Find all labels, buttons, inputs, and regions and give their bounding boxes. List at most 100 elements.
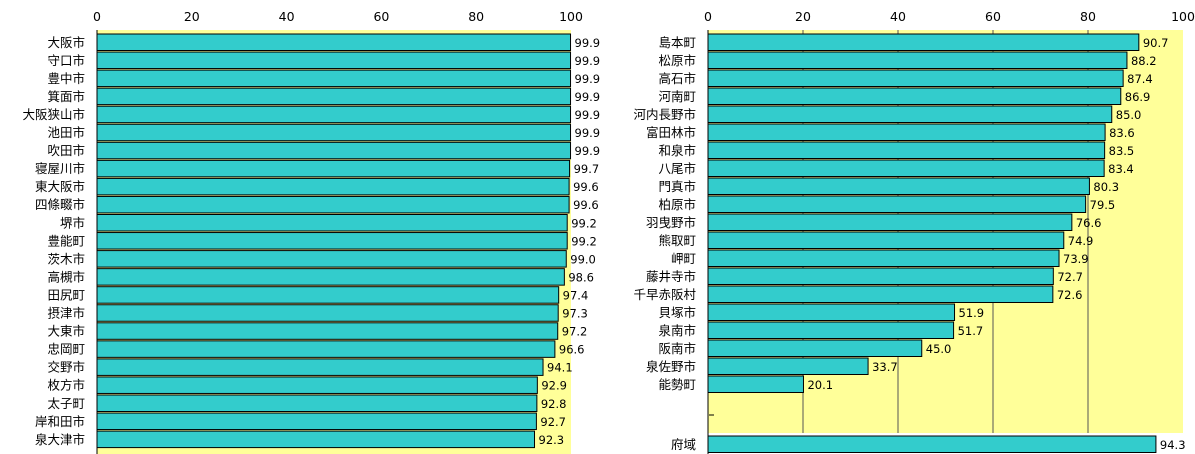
x-tick-label: 60: [985, 9, 1001, 24]
value-label: 99.7: [574, 162, 600, 176]
bar: [96, 358, 544, 376]
bar: [96, 87, 572, 106]
bar: [96, 214, 568, 232]
value-label: 99.2: [571, 216, 597, 230]
bar: [707, 213, 1073, 231]
category-label: 河南町: [658, 89, 696, 104]
category-label: 枚方市: [47, 378, 85, 393]
value-label: 92.9: [541, 379, 567, 393]
bar: [707, 303, 956, 321]
value-label: 72.6: [1057, 288, 1083, 302]
x-tick-label: 40: [890, 9, 906, 24]
chart-panel-2: 0 20 40 60 80 100 島本町 90.7 松原市 88.2 高石市 87.4 河南町 86.9…: [633, 9, 1195, 454]
value-label: 99.9: [575, 54, 601, 68]
category-label: 豊能町: [47, 233, 85, 248]
category-label: 千早赤阪村: [633, 287, 696, 302]
category-label: 岸和田市: [35, 414, 85, 429]
value-label: 99.9: [575, 72, 601, 86]
bar: [96, 141, 572, 160]
value-label: 97.4: [563, 288, 589, 302]
bar: [707, 357, 869, 375]
value-label: 83.6: [1109, 126, 1135, 140]
category-label: 富田林市: [646, 125, 696, 140]
value-label: 99.9: [575, 144, 601, 158]
bar: [96, 69, 572, 88]
bar: [96, 268, 565, 286]
bar: [96, 159, 571, 178]
category-label: 熊取町: [658, 233, 696, 248]
bar: [96, 51, 572, 70]
category-label: 堺市: [60, 215, 85, 230]
category-label: 池田市: [47, 125, 85, 140]
value-label: 87.4: [1127, 72, 1153, 86]
bar: [96, 286, 560, 304]
category-label: 松原市: [658, 53, 696, 68]
category-label: 羽曳野市: [646, 215, 696, 230]
bar: [707, 87, 1122, 105]
bar: [707, 249, 1060, 267]
value-label: 99.9: [575, 108, 601, 122]
bar: [707, 339, 923, 357]
bar: [707, 69, 1124, 87]
category-label: 四條畷市: [35, 197, 85, 212]
category-label: 大阪市: [47, 35, 85, 50]
category-label: 和泉市: [658, 143, 696, 158]
bar: [707, 123, 1106, 141]
x-tick-label: 0: [93, 9, 101, 24]
bar: [707, 51, 1128, 69]
category-label: 田尻町: [47, 287, 85, 302]
chart-panel-1: 0 20 40 60 80 100 大阪市 99.9 守口市 99.9 豊中市 99.9 箕面市 99.9…: [22, 9, 600, 454]
value-label: 45.0: [926, 342, 952, 356]
category-label: 高石市: [658, 71, 696, 86]
x-tick-label: 80: [468, 9, 484, 24]
value-label: 72.7: [1057, 270, 1083, 284]
x-tick-label: 100: [559, 9, 583, 24]
bar: [96, 394, 538, 412]
bar: [96, 304, 559, 322]
value-label: 80.3: [1093, 180, 1119, 194]
category-label: 守口市: [47, 53, 85, 68]
value-label: 83.4: [1108, 162, 1134, 176]
value-label: 73.9: [1063, 252, 1089, 266]
category-label: 岬町: [671, 251, 696, 266]
value-label: 51.7: [958, 324, 984, 338]
category-label: 柏原市: [658, 197, 696, 212]
category-label: 能勢町: [658, 377, 696, 392]
category-label: 忠岡町: [47, 342, 85, 357]
category-label: 箕面市: [47, 89, 85, 104]
total-category-label: 府域: [671, 437, 696, 452]
value-label: 99.2: [571, 234, 597, 248]
bar: [707, 285, 1054, 303]
value-label: 83.5: [1109, 144, 1135, 158]
category-label: 摂津市: [47, 306, 85, 321]
category-label: 貝塚市: [658, 305, 696, 320]
bar: [707, 195, 1087, 213]
bar: [96, 195, 570, 214]
bar: [96, 123, 572, 142]
total-bar: [707, 435, 1157, 453]
category-label: 藤井寺市: [646, 269, 696, 284]
value-label: 92.7: [540, 415, 566, 429]
bar: [96, 177, 570, 196]
category-label: 島本町: [658, 35, 696, 50]
x-tick-label: 0: [704, 9, 712, 24]
value-label: 20.1: [807, 378, 833, 392]
category-label: 河内長野市: [633, 107, 696, 122]
bar: [96, 376, 538, 394]
bar: [707, 375, 804, 393]
value-label: 51.9: [959, 306, 985, 320]
total-value-label: 94.3: [1160, 438, 1186, 452]
x-tick-label: 80: [1080, 9, 1096, 24]
category-label: 大阪狭山市: [22, 107, 85, 122]
bar: [96, 105, 572, 124]
category-label: 高槻市: [47, 269, 85, 284]
value-label: 88.2: [1131, 54, 1157, 68]
value-label: 99.6: [573, 180, 599, 194]
bar: [96, 33, 572, 51]
value-label: 74.9: [1068, 234, 1094, 248]
value-label: 92.3: [539, 433, 565, 447]
category-label: 東大阪市: [35, 179, 85, 194]
category-label: 交野市: [47, 360, 85, 375]
bar: [96, 322, 559, 340]
category-label: 泉大津市: [35, 432, 85, 447]
